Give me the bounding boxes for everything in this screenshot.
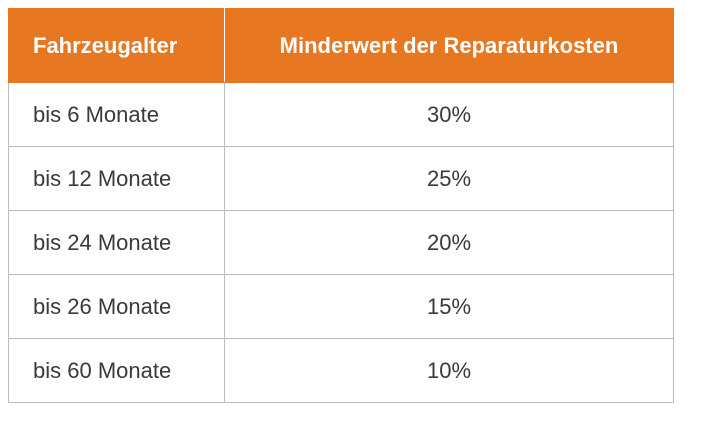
cell-depreciation: 15% [224, 274, 674, 339]
cell-vehicle-age: bis 12 Monate [8, 146, 225, 211]
cell-vehicle-age: bis 24 Monate [8, 210, 225, 275]
header-row: Fahrzeugalter Minderwert der Reparaturko… [8, 8, 674, 83]
depreciation-table: Fahrzeugalter Minderwert der Reparaturko… [8, 8, 674, 403]
cell-depreciation: 20% [224, 210, 674, 275]
table-row: bis 60 Monate 10% [8, 338, 674, 403]
cell-depreciation: 25% [224, 146, 674, 211]
depreciation-table-container: Fahrzeugalter Minderwert der Reparaturko… [8, 8, 674, 403]
header-vehicle-age: Fahrzeugalter [8, 8, 225, 83]
cell-depreciation: 30% [224, 82, 674, 147]
table-row: bis 6 Monate 30% [8, 82, 674, 147]
cell-depreciation: 10% [224, 338, 674, 403]
table-row: bis 24 Monate 20% [8, 210, 674, 275]
cell-vehicle-age: bis 26 Monate [8, 274, 225, 339]
table-body: bis 6 Monate 30% bis 12 Monate 25% bis 2… [8, 82, 674, 403]
header-depreciation-value: Minderwert der Reparaturkosten [224, 8, 674, 83]
table-row: bis 26 Monate 15% [8, 274, 674, 339]
cell-vehicle-age: bis 6 Monate [8, 82, 225, 147]
table-row: bis 12 Monate 25% [8, 146, 674, 211]
table-header: Fahrzeugalter Minderwert der Reparaturko… [8, 8, 674, 83]
cell-vehicle-age: bis 60 Monate [8, 338, 225, 403]
